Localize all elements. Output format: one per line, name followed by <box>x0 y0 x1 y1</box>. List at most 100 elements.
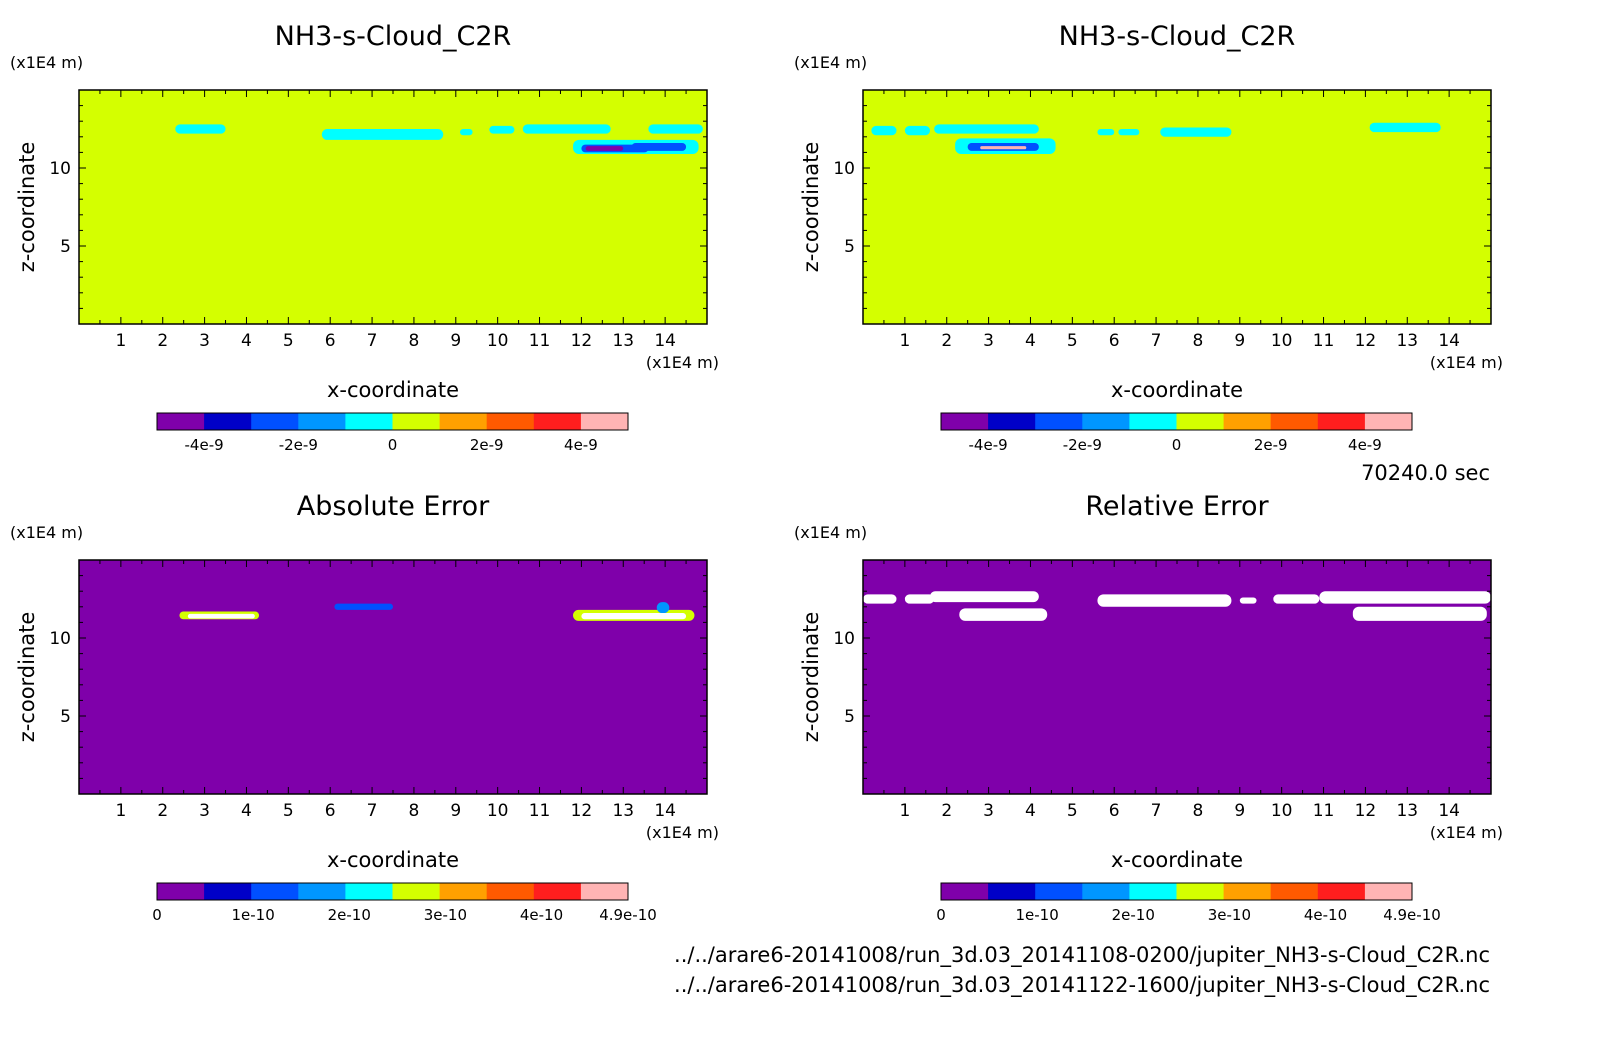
contour-feature <box>871 125 897 136</box>
y-unit-label: (x1E4 m) <box>794 523 867 542</box>
colorbar-swatch <box>1364 413 1413 430</box>
y-tick-label: 5 <box>844 237 855 257</box>
colorbar-swatch <box>392 883 441 900</box>
x-tick-label: 3 <box>983 801 994 821</box>
contour-feature <box>321 129 444 140</box>
colorbar-swatch <box>1270 413 1319 430</box>
x-tick-label: 14 <box>654 801 676 821</box>
colorbar-tick-label: 4e-9 <box>1348 436 1382 454</box>
colorbar-frame <box>940 882 1413 901</box>
x-tick-label: 14 <box>654 331 676 351</box>
x-unit-label: (x1E4 m) <box>646 353 719 372</box>
x-tick-label: 10 <box>487 331 509 351</box>
colorbar-swatch <box>392 413 441 430</box>
contour-feature <box>980 146 1027 150</box>
colorbar-tick-label: -4e-9 <box>185 436 224 454</box>
contour-feature <box>648 124 703 134</box>
colorbar-swatch <box>345 413 393 430</box>
colorbar-tick-label: 4.9e-10 <box>599 906 657 924</box>
colorbar-tick-label: 4.9e-10 <box>1383 906 1441 924</box>
x-tick-label: 2 <box>157 801 168 821</box>
colorbar-tick-label: 2e-10 <box>328 906 371 924</box>
file-path-1: ../../arare6-20141008/run_3d.03_20141108… <box>674 943 1490 968</box>
colorbar-tick-label: -2e-9 <box>279 436 318 454</box>
contour-feature <box>959 608 1048 621</box>
x-tick-label: 14 <box>1438 331 1460 351</box>
colorbar-tick-label: 4e-10 <box>520 906 563 924</box>
colorbar-swatch <box>1035 413 1083 430</box>
colorbar-swatch <box>486 413 535 430</box>
colorbar-swatch <box>1035 883 1083 900</box>
colorbar-tick-label: 0 <box>152 906 162 924</box>
x-tick-label: 2 <box>157 331 168 351</box>
x-tick-label: 9 <box>450 331 461 351</box>
x-tick-label: 12 <box>1355 331 1377 351</box>
colorbar-swatch <box>1176 413 1225 430</box>
chart-title: Relative Error <box>1085 491 1269 522</box>
x-tick-label: 6 <box>1109 331 1120 351</box>
colorbar-swatch <box>251 883 299 900</box>
chart-title: NH3-s-Cloud_C2R <box>1059 21 1296 52</box>
x-tick-label: 10 <box>487 801 509 821</box>
colorbar-tick-label: 3e-10 <box>1208 906 1251 924</box>
x-unit-label: (x1E4 m) <box>1430 823 1503 842</box>
contour-feature <box>904 125 930 136</box>
colorbar-swatch <box>1129 413 1177 430</box>
colorbar-swatch <box>1082 883 1130 900</box>
colorbar-tick-label: 2e-9 <box>1254 436 1288 454</box>
x-tick-label: 6 <box>1109 801 1120 821</box>
colorbar-tick-label: 2e-10 <box>1112 906 1155 924</box>
x-tick-label: 7 <box>1151 801 1162 821</box>
x-tick-label: 11 <box>529 801 551 821</box>
contour-feature <box>1160 127 1232 137</box>
contour-feature <box>1273 594 1320 604</box>
colorbar-tick-label: 0 <box>1172 436 1182 454</box>
contour-feature <box>581 613 687 620</box>
colorbar-swatch <box>298 413 346 430</box>
x-tick-label: 5 <box>283 801 294 821</box>
chart-title: Absolute Error <box>297 491 490 522</box>
colorbar-swatch <box>298 883 346 900</box>
colorbar-swatch <box>533 883 582 900</box>
colorbar-swatch <box>1317 883 1366 900</box>
y-tick-label: 10 <box>833 629 855 649</box>
colorbar-tick-label: 1e-10 <box>231 906 274 924</box>
contour-feature <box>1097 594 1232 607</box>
colorbar-swatch <box>1176 883 1225 900</box>
colorbar-swatch <box>1129 883 1177 900</box>
x-tick-label: 12 <box>571 331 593 351</box>
x-tick-label: 4 <box>241 331 252 351</box>
x-tick-label: 13 <box>612 801 634 821</box>
contour-feature <box>585 146 624 151</box>
field-background <box>79 90 707 324</box>
colorbar-tick-label: 4e-10 <box>1304 906 1347 924</box>
x-tick-label: 4 <box>1025 331 1036 351</box>
x-tick-label: 7 <box>1151 331 1162 351</box>
colorbar-swatch <box>1223 883 1272 900</box>
contour-feature <box>934 124 1039 134</box>
colorbar-swatch <box>941 883 989 900</box>
x-tick-label: 13 <box>1396 331 1418 351</box>
colorbar-swatch <box>988 883 1036 900</box>
contour-feature <box>522 124 611 134</box>
x-tick-label: 7 <box>367 331 378 351</box>
contour-feature <box>1369 122 1441 133</box>
x-tick-label: 13 <box>612 331 634 351</box>
x-tick-label: 5 <box>1067 331 1078 351</box>
x-tick-label: 3 <box>199 331 210 351</box>
field-background <box>79 560 707 794</box>
colorbar-swatch <box>941 413 989 430</box>
y-unit-label: (x1E4 m) <box>10 53 83 72</box>
colorbar-tick-label: 2e-9 <box>470 436 504 454</box>
colorbar-swatch <box>157 883 205 900</box>
chart-panel-1: NH3-s-Cloud_C2R(x1E4 m)(x1E4 m)1 2 3 4 5 6 7 8 9… <box>10 21 719 454</box>
x-unit-label: (x1E4 m) <box>1430 353 1503 372</box>
y-axis-label: z-coordinate <box>799 142 823 273</box>
x-tick-label: 8 <box>409 331 420 351</box>
y-tick-label: 10 <box>49 159 71 179</box>
chart-title: NH3-s-Cloud_C2R <box>275 21 512 52</box>
colorbar-frame <box>940 412 1413 431</box>
x-tick-label: 13 <box>1396 801 1418 821</box>
colorbar-swatch <box>580 413 629 430</box>
